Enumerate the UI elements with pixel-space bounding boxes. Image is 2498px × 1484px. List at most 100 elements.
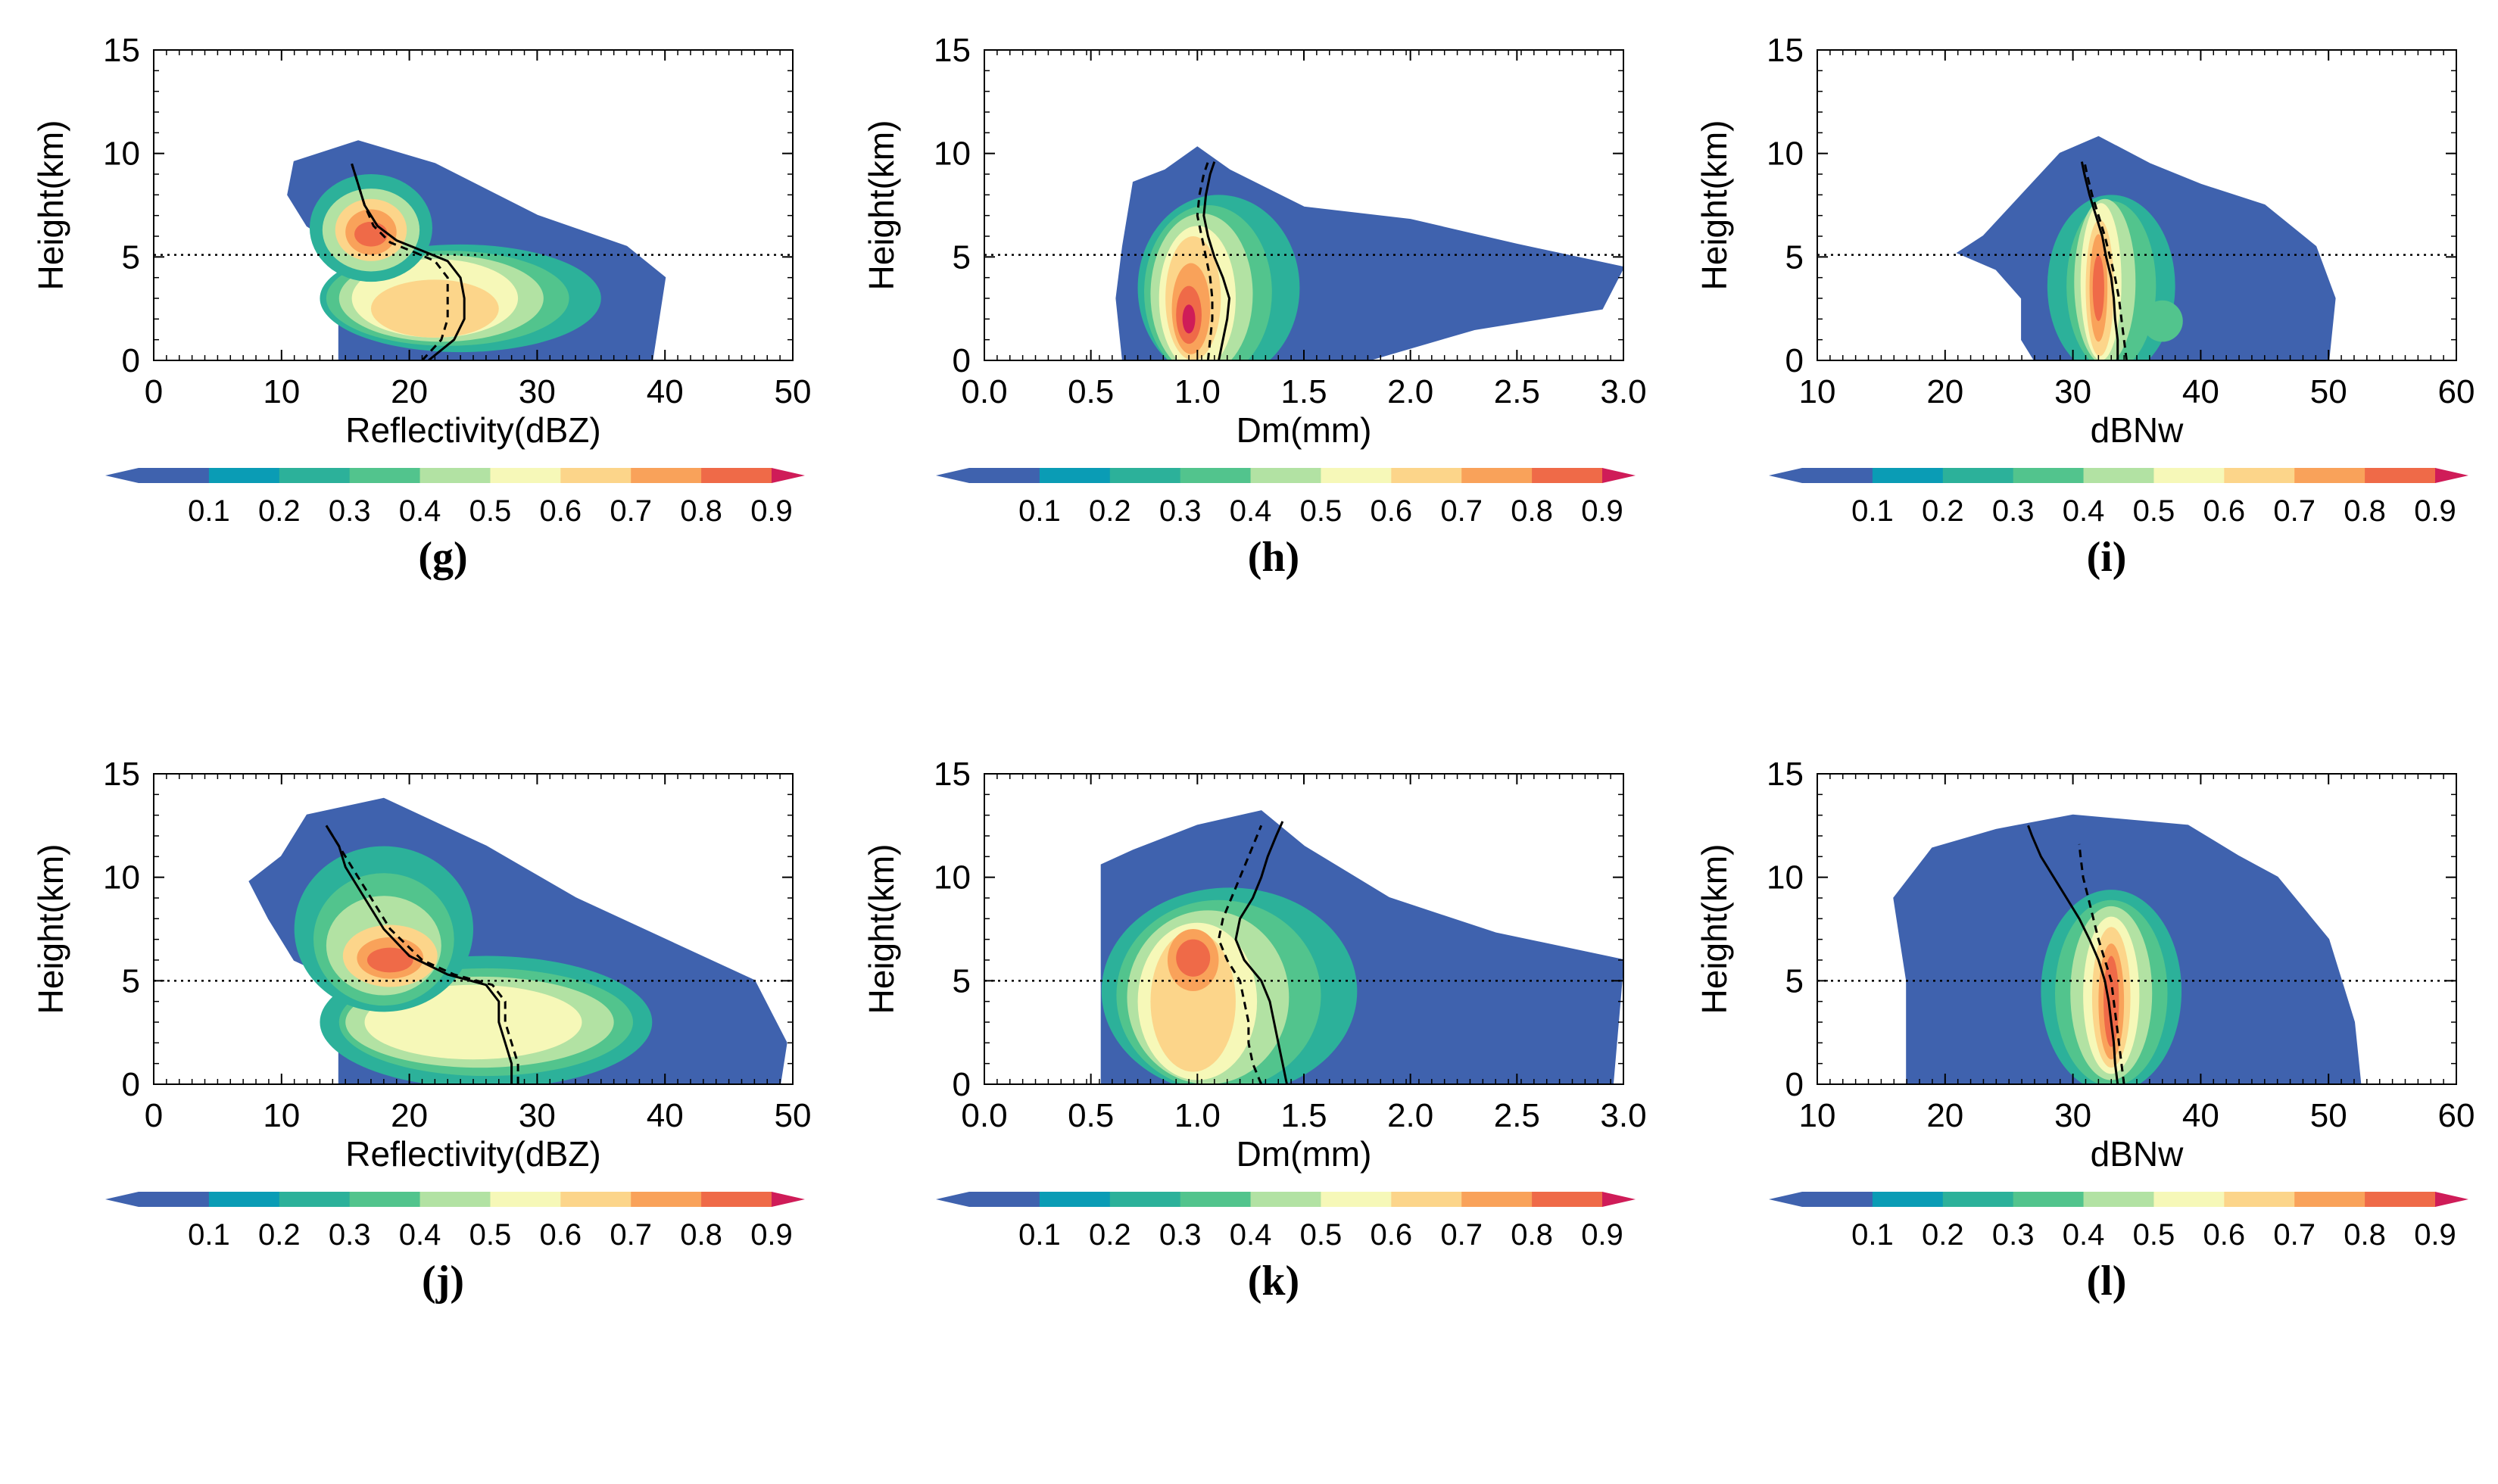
plot-area	[287, 140, 666, 360]
panel-g: 0 10 20 30 40 50 0 5 10 15 Reflectivity(dBZ) Height…	[31, 32, 811, 581]
y-axis-label: Height(km)	[862, 844, 901, 1015]
colorbar-arrow-right	[1602, 1192, 1636, 1207]
colorbar-tick-label: 0.7	[610, 1218, 652, 1252]
colorbar-tick-label: 0.5	[2133, 1218, 2175, 1252]
mean-profile-dashed	[1217, 825, 1263, 1084]
density-contour	[366, 947, 413, 973]
x-tick-label: 50	[2310, 1097, 2347, 1134]
x-tick-label: 60	[2438, 1097, 2475, 1134]
mean-profile-dashed	[2078, 843, 2125, 1084]
y-tick-label: 5	[122, 238, 140, 276]
x-tick-label: 40	[647, 373, 684, 410]
colorbar-tick-label: 0.5	[1300, 1218, 1343, 1252]
colorbar: 0.1 0.2 0.3 0.4 0.5 0.6 0.7 0.8 0.9	[105, 468, 805, 528]
x-tick-label: 10	[1799, 373, 1836, 410]
colorbar-segment	[560, 468, 632, 483]
colorbar-segment	[419, 1192, 491, 1207]
colorbar-tick-label: 0.2	[258, 494, 301, 528]
x-tick-label: 0	[145, 1097, 163, 1134]
colorbar-segment	[139, 1192, 210, 1207]
colorbar-segment	[1109, 1192, 1181, 1207]
colorbar: 0.1 0.2 0.3 0.4 0.5 0.6 0.7 0.8 0.9	[936, 1192, 1636, 1252]
density-contour	[2141, 300, 2183, 342]
y-tick-label: 0	[122, 1066, 140, 1103]
colorbar-segment	[969, 468, 1040, 483]
colorbar-tick-label: 0.7	[1440, 1218, 1483, 1252]
colorbar-tick-label: 0.7	[1440, 494, 1483, 528]
colorbar-tick-label: 0.7	[2273, 1218, 2316, 1252]
y-tick-label: 10	[934, 859, 971, 896]
colorbar-segment	[2083, 1192, 2154, 1207]
x-tick-label: 2.0	[1387, 373, 1433, 410]
y-tick-label: 5	[1785, 238, 1804, 276]
x-tick-label: 20	[391, 1097, 428, 1134]
colorbar-segment	[490, 1192, 561, 1207]
y-axis-label: Height(km)	[862, 120, 901, 291]
x-tick-label: 2.0	[1387, 1097, 1433, 1134]
x-axis-label: Dm(mm)	[1237, 1134, 1372, 1174]
y-tick-label: 10	[934, 136, 971, 173]
mean-profile-solid	[1202, 161, 1231, 360]
x-axis-label: dBNw	[2091, 1134, 2184, 1174]
plot-area	[248, 797, 787, 1084]
x-tick-label: 3.0	[1600, 373, 1646, 410]
colorbar-tick-label: 0.4	[399, 494, 441, 528]
x-tick-label: 10	[263, 1097, 300, 1134]
colorbar-segment	[139, 468, 210, 483]
y-tick-label: 10	[1767, 136, 1804, 173]
x-tick-label: 20	[391, 373, 428, 410]
mean-profile-solid	[2080, 161, 2119, 360]
colorbar-segment	[279, 1192, 351, 1207]
y-tick-label: 5	[953, 238, 971, 276]
panel-label: (k)	[1248, 1258, 1299, 1305]
colorbar-segment	[969, 1192, 1040, 1207]
colorbar-segment	[349, 1192, 421, 1207]
colorbar-segment	[1872, 468, 1944, 483]
x-tick-label: 1.5	[1280, 373, 1327, 410]
colorbar-tick-label: 0.9	[750, 494, 793, 528]
colorbar-segment	[1391, 468, 1462, 483]
y-tick-label: 5	[122, 962, 140, 999]
x-tick-label: 40	[2182, 373, 2219, 410]
x-tick-label: 10	[1799, 1097, 1836, 1134]
x-axis-label: dBNw	[2091, 410, 2184, 450]
x-tick-label: 30	[2054, 1097, 2091, 1134]
panel-label: (j)	[422, 1258, 464, 1305]
colorbar-segment	[1872, 1192, 1944, 1207]
colorbar-tick-label: 0.3	[329, 1218, 371, 1252]
x-tick-label: 50	[775, 1097, 812, 1134]
colorbar-segment	[1461, 1192, 1533, 1207]
x-tick-label: 20	[1926, 373, 1963, 410]
y-axis-label: Height(km)	[1695, 844, 1734, 1015]
x-tick-label: 30	[519, 373, 556, 410]
panel-k: 0.0 0.5 1.0 1.5 2.0 2.5 3.0 0 5 10 15 Dm(mm) Height(…	[862, 756, 1647, 1305]
panel-label: (h)	[1248, 534, 1299, 581]
x-tick-label: 30	[2054, 373, 2091, 410]
y-tick-label: 15	[103, 32, 140, 69]
colorbar-tick-label: 0.2	[1922, 494, 1964, 528]
plot-area	[1893, 814, 2362, 1084]
colorbar-tick-label: 0.1	[188, 494, 230, 528]
colorbar-tick-label: 0.1	[1018, 1218, 1061, 1252]
y-tick-label: 15	[1767, 756, 1804, 793]
colorbar-segment	[2224, 468, 2295, 483]
colorbar-tick-label: 0.5	[1300, 494, 1343, 528]
y-tick-label: 5	[953, 962, 971, 999]
colorbar-segment	[2224, 1192, 2295, 1207]
colorbar-tick-label: 0.9	[1581, 494, 1623, 528]
colorbar-tick-label: 0.4	[2063, 494, 2105, 528]
colorbar-segment	[349, 468, 421, 483]
colorbar-segment	[2153, 468, 2225, 483]
colorbar-segment	[1532, 468, 1603, 483]
x-tick-label: 0.0	[961, 1097, 1007, 1134]
colorbar-tick-label: 0.8	[680, 1218, 722, 1252]
mean-profile-solid	[325, 825, 513, 1084]
colorbar-segment	[631, 468, 702, 483]
colorbar: 0.1 0.2 0.3 0.4 0.5 0.6 0.7 0.8 0.9	[1769, 468, 2468, 528]
x-tick-label: 40	[2182, 1097, 2219, 1134]
colorbar-tick-label: 0.4	[1230, 494, 1272, 528]
y-tick-label: 0	[122, 342, 140, 379]
colorbar-arrow-right	[2435, 1192, 2468, 1207]
mean-profile-solid	[2027, 825, 2119, 1084]
